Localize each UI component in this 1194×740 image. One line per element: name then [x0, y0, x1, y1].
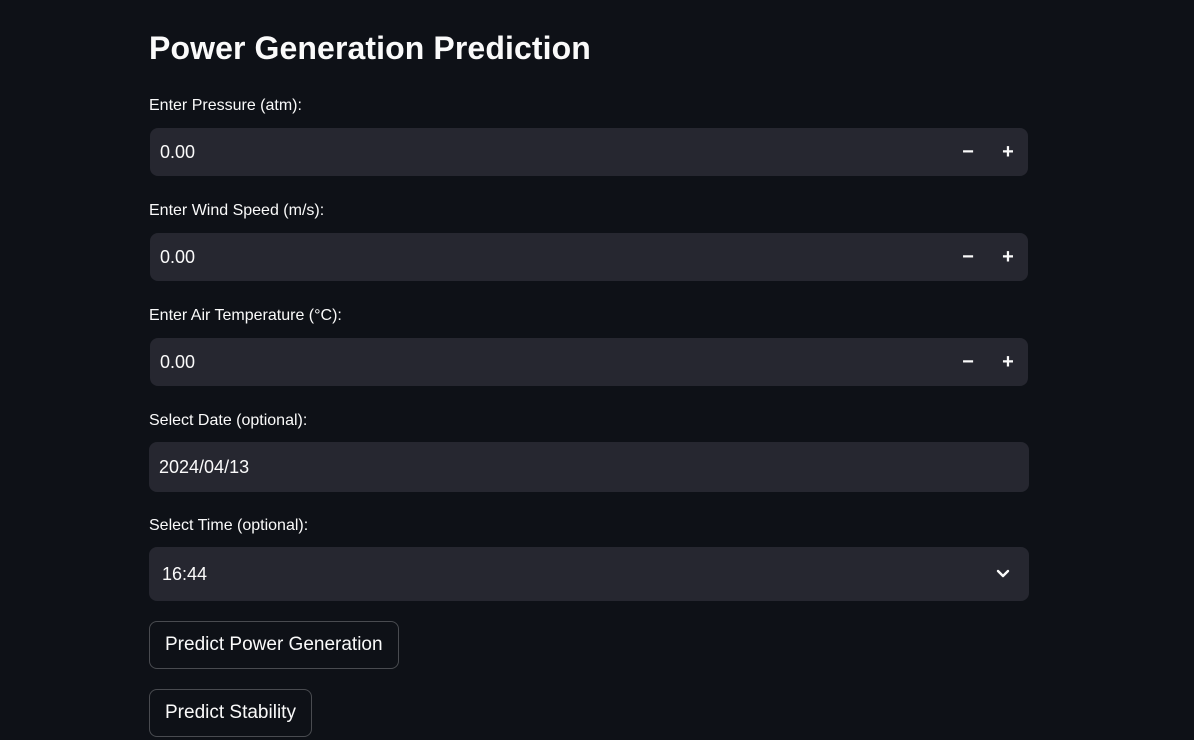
air-temperature-decrement-button[interactable]: − — [962, 350, 974, 373]
pressure-number-input[interactable]: 0.00 − + — [150, 128, 1028, 176]
air-temperature-value[interactable]: 0.00 — [160, 352, 196, 372]
wind-speed-number-input[interactable]: 0.00 − + — [150, 233, 1028, 281]
wind-speed-increment-button[interactable]: + — [1002, 245, 1014, 268]
pressure-increment-button[interactable]: + — [1002, 140, 1014, 163]
pressure-label: Enter Pressure (atm): — [149, 97, 302, 114]
page-title: Power Generation Prediction — [149, 30, 591, 66]
pressure-value[interactable]: 0.00 — [160, 142, 196, 162]
predict-power-generation-button[interactable]: Predict Power Generation — [149, 621, 399, 669]
time-value[interactable]: 16:44 — [162, 564, 208, 584]
wind-speed-decrement-button[interactable]: − — [962, 245, 974, 268]
date-label: Select Date (optional): — [149, 412, 308, 429]
time-label: Select Time (optional): — [149, 517, 309, 534]
date-input[interactable]: 2024/04/13 — [149, 442, 1029, 492]
air-temperature-increment-button[interactable]: + — [1002, 350, 1014, 373]
chevron-down-icon[interactable] — [993, 565, 1013, 583]
date-value[interactable]: 2024/04/13 — [159, 457, 250, 477]
predict-stability-button[interactable]: Predict Stability — [149, 689, 312, 737]
wind-speed-label: Enter Wind Speed (m/s): — [149, 202, 325, 219]
wind-speed-value[interactable]: 0.00 — [160, 247, 196, 267]
air-temperature-label: Enter Air Temperature (°C): — [149, 307, 342, 324]
pressure-decrement-button[interactable]: − — [962, 140, 974, 163]
air-temperature-number-input[interactable]: 0.00 − + — [150, 338, 1028, 386]
time-select[interactable]: 16:44 — [149, 547, 1029, 601]
